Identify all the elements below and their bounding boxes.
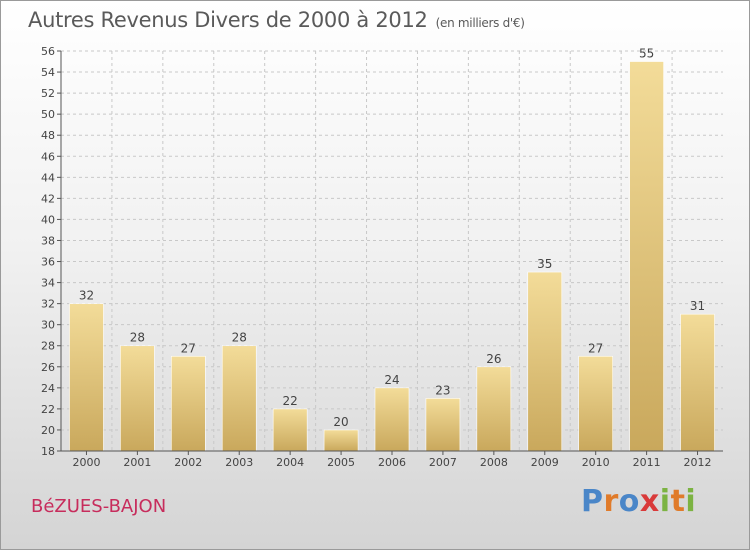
y-tick-label: 30 (41, 319, 55, 332)
axes: 18 20 22 24 26 28 30 32 34 36 38 40 42 44 46 48 50 52 54 56… (41, 45, 723, 469)
y-tick-label: 24 (41, 382, 55, 395)
logo-letter: i (659, 484, 671, 519)
chart-subtitle: (en milliers d'€) (435, 16, 525, 30)
y-tick-label: 54 (41, 66, 55, 79)
x-tick-label: 2004 (276, 456, 304, 469)
chart-title: Autres Revenus Divers de 2000 à 2012 (en … (28, 8, 525, 32)
y-tick-label: 52 (41, 87, 55, 100)
chart-title-text: Autres Revenus Divers de 2000 à 2012 (28, 8, 428, 32)
bar-value-label: 22 (283, 394, 298, 408)
bar-value-label: 20 (333, 415, 348, 429)
y-tick-label: 20 (41, 424, 55, 437)
x-tick-label: 2005 (327, 456, 355, 469)
logo-letter: o (618, 484, 640, 519)
y-tick-label: 34 (41, 277, 55, 290)
bar-value-label: 27 (181, 341, 196, 355)
bar-value-label: 32 (79, 289, 94, 303)
bar (272, 408, 308, 452)
x-tick-label: 2002 (174, 456, 202, 469)
y-tick-label: 28 (41, 340, 55, 353)
y-tick-label: 44 (41, 171, 55, 184)
logo-letter: r (603, 484, 619, 519)
bar (476, 366, 512, 452)
bar-value-label: 24 (384, 373, 399, 387)
x-tick-label: 2006 (378, 456, 406, 469)
bar (374, 387, 410, 452)
commune-name: BéZUES-BAJON (31, 496, 167, 517)
bar-value-label: 23 (435, 383, 450, 397)
bar (527, 271, 563, 452)
bar-value-label: 55 (639, 47, 654, 61)
x-tick-label: 2003 (225, 456, 253, 469)
y-tick-label: 26 (41, 361, 55, 374)
bar (69, 303, 104, 452)
y-tick-label: 56 (41, 45, 55, 58)
proxiti-logo[interactable]: Proxiti (581, 487, 696, 517)
bar-value-label: 28 (130, 331, 145, 345)
y-tick-label: 38 (41, 234, 55, 247)
logo-letter: P (581, 484, 604, 519)
x-tick-label: 2000 (72, 456, 100, 469)
y-tick-label: 18 (41, 445, 55, 458)
y-tick-label: 48 (41, 129, 55, 142)
bar (221, 345, 257, 452)
x-tick-label: 2012 (684, 456, 712, 469)
logo-letter: x (639, 484, 660, 519)
bar-value-label: 31 (690, 299, 705, 313)
bar-value-label: 26 (486, 352, 501, 366)
x-tick-label: 2001 (123, 456, 151, 469)
y-tick-label: 36 (41, 256, 55, 269)
y-tick-label: 40 (41, 213, 55, 226)
x-tick-label: 2009 (531, 456, 559, 469)
bar (578, 355, 613, 452)
y-tick-label: 42 (41, 192, 55, 205)
bar (680, 313, 715, 452)
x-tick-label: 2008 (480, 456, 508, 469)
y-tick-label: 32 (41, 298, 55, 311)
bar (629, 61, 664, 452)
y-tick-label: 46 (41, 150, 55, 163)
logo-letter: i (685, 484, 697, 519)
bar-value-label: 27 (588, 341, 603, 355)
logo-letter: t (670, 484, 686, 519)
bar (171, 355, 206, 452)
x-tick-label: 2010 (582, 456, 610, 469)
bar-value-label: 28 (232, 331, 247, 345)
x-tick-label: 2007 (429, 456, 457, 469)
y-tick-label: 50 (41, 108, 55, 121)
bar-value-label: 35 (537, 257, 552, 271)
bar (425, 398, 461, 452)
bar (120, 345, 155, 452)
x-tick-label: 2011 (633, 456, 661, 469)
y-tick-label: 22 (41, 403, 55, 416)
bar (323, 429, 359, 452)
bars: 32 28 27 28 22 20 24 23 26 35 27 55 31 (69, 47, 715, 452)
